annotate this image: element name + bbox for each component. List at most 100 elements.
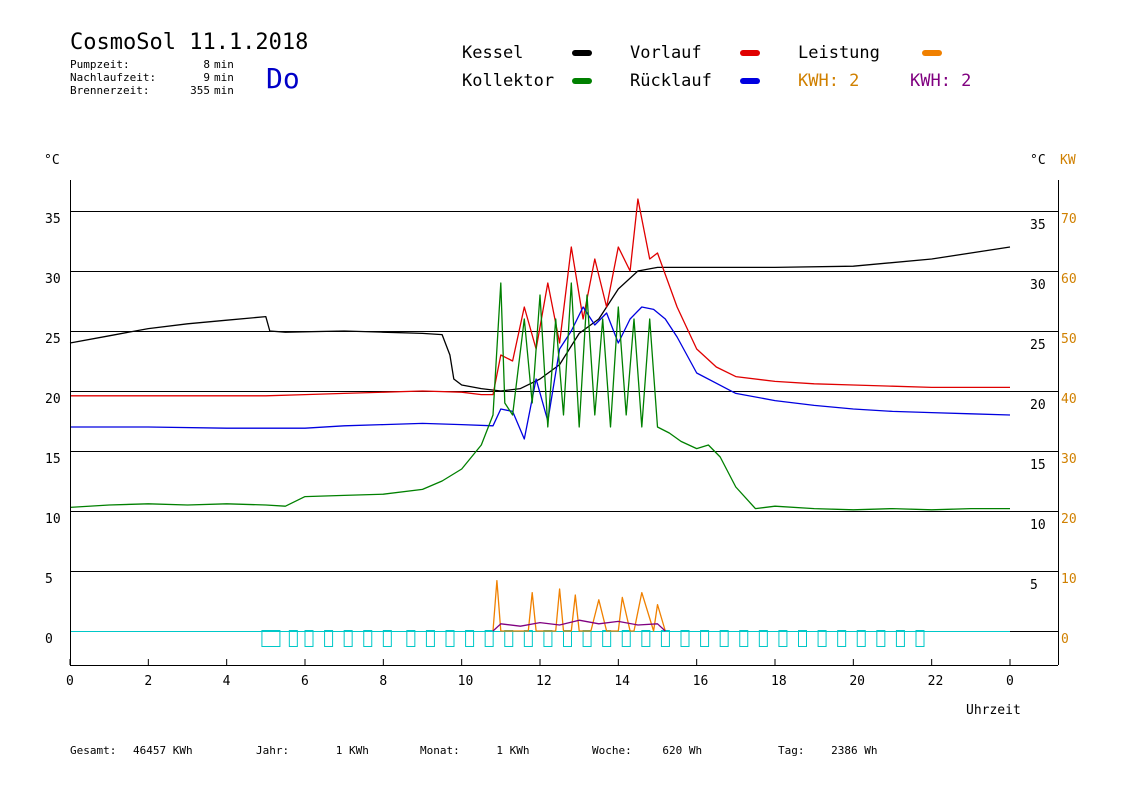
stat-value: 8 bbox=[203, 58, 210, 71]
footer-monat-value: 1 KWh bbox=[496, 744, 530, 757]
pump-block bbox=[817, 630, 827, 647]
series-kessel bbox=[69, 246, 1011, 392]
pump-block bbox=[856, 630, 866, 647]
pump-block bbox=[425, 630, 435, 647]
pump-block bbox=[719, 630, 729, 647]
pump-block bbox=[382, 630, 392, 647]
legend-kollektor-label: Kollektor bbox=[462, 71, 555, 91]
axis-layer: °C °C KW3530252015105035302520151057060504… bbox=[44, 153, 1077, 718]
series-layer bbox=[69, 198, 1011, 647]
footer-monat: Monat: 1 KWh bbox=[420, 744, 530, 757]
legend-leistung-label: Leistung bbox=[798, 43, 880, 63]
x-tick-label: 12 bbox=[536, 674, 552, 689]
y-left-tick: 5 bbox=[45, 572, 53, 587]
footer-gesamt: Gesamt: 46457 KWh bbox=[70, 744, 193, 757]
pump-block bbox=[778, 630, 788, 647]
legend-vorlauf-label: Vorlauf bbox=[630, 43, 702, 63]
left-unit-label: °C bbox=[44, 153, 60, 168]
pump-block bbox=[798, 630, 807, 647]
footer-tag: Tag: 2386 Wh bbox=[778, 744, 877, 757]
footer-tag-value: 2386 Wh bbox=[831, 744, 878, 757]
pump-block bbox=[523, 630, 533, 647]
legend-vorlauf-swatch bbox=[740, 50, 760, 56]
x-tick-label: 6 bbox=[301, 674, 309, 689]
pump-block bbox=[641, 630, 651, 647]
stat-row-brennerzeit: Brennerzeit: 355 min bbox=[70, 84, 234, 97]
x-tick-label: 0 bbox=[66, 674, 74, 689]
stat-label: Nachlaufzeit: bbox=[70, 71, 157, 84]
pump-block bbox=[504, 630, 514, 647]
stat-unit: min bbox=[214, 71, 234, 84]
y-right-tick: 10 bbox=[1030, 518, 1046, 533]
pump-block bbox=[915, 630, 925, 647]
y-right-tick: 25 bbox=[1030, 338, 1046, 353]
y-right-tick: 15 bbox=[1030, 458, 1046, 473]
y-kw-tick: 30 bbox=[1061, 452, 1077, 467]
footer-gesamt-label: Gesamt: bbox=[70, 744, 117, 757]
pump-block bbox=[660, 630, 670, 647]
pump-block bbox=[680, 630, 690, 647]
y-right-tick: 20 bbox=[1030, 398, 1046, 413]
y-left-tick: 0 bbox=[45, 632, 53, 647]
stat-unit: min bbox=[214, 84, 234, 97]
x-tick-label: 4 bbox=[223, 674, 231, 689]
y-left-tick: 30 bbox=[45, 272, 61, 287]
pump-block bbox=[445, 630, 455, 647]
stat-row-nachlaufzeit: Nachlaufzeit: 9 min bbox=[70, 71, 234, 84]
footer-jahr-label: Jahr: bbox=[256, 744, 290, 757]
footer-woche: Woche: 620 Wh bbox=[592, 744, 702, 757]
y-kw-tick: 0 bbox=[1061, 632, 1069, 647]
y-left-tick: 25 bbox=[45, 332, 61, 347]
pump-block bbox=[406, 630, 416, 647]
pump-block bbox=[543, 630, 553, 647]
footer-monat-label: Monat: bbox=[420, 744, 460, 757]
x-tick-label: 22 bbox=[928, 674, 944, 689]
legend-ruecklauf-label: Rücklauf bbox=[630, 71, 712, 91]
pump-block bbox=[895, 630, 905, 647]
pump-block bbox=[363, 630, 373, 647]
stat-row-pumpzeit: Pumpzeit: 8 min bbox=[70, 58, 234, 71]
pump-block bbox=[876, 630, 886, 647]
y-left-tick: 35 bbox=[45, 212, 61, 227]
y-kw-tick: 40 bbox=[1061, 392, 1077, 407]
pump-block bbox=[621, 630, 631, 647]
pump-block bbox=[304, 630, 314, 647]
pump-block bbox=[343, 630, 353, 647]
legend-kessel-label: Kessel bbox=[462, 43, 524, 63]
x-tick-label: 10 bbox=[458, 674, 474, 689]
pump-block bbox=[324, 630, 334, 647]
footer-gesamt-value: 46457 KWh bbox=[132, 744, 193, 757]
footer-jahr: Jahr: 1 KWh bbox=[256, 744, 369, 757]
pump-block bbox=[837, 630, 847, 647]
footer-woche-label: Woche: bbox=[592, 744, 632, 757]
x-tick-label: 14 bbox=[614, 674, 630, 689]
x-tick-label: 18 bbox=[771, 674, 787, 689]
legend-kollektor-swatch bbox=[572, 78, 592, 84]
y-right-tick: 5 bbox=[1030, 578, 1038, 593]
y-right-tick: 35 bbox=[1030, 218, 1046, 233]
x-axis-label: Uhrzeit bbox=[966, 703, 1021, 718]
legend-ruecklauf-swatch bbox=[740, 78, 760, 84]
y-kw-tick: 20 bbox=[1061, 512, 1077, 527]
chart-title: CosmoSol 11.1.2018 bbox=[70, 30, 309, 55]
pump-block bbox=[288, 630, 298, 647]
footer-tag-label: Tag: bbox=[778, 744, 805, 757]
x-tick-label: 16 bbox=[693, 674, 709, 689]
pump-block bbox=[602, 630, 612, 647]
y-left-tick: 10 bbox=[45, 512, 61, 527]
pump-block bbox=[700, 630, 710, 647]
stat-label: Pumpzeit: bbox=[70, 58, 130, 71]
y-kw-tick: 60 bbox=[1061, 272, 1077, 287]
legend-kwh1-label: KWH: 2 bbox=[798, 71, 860, 91]
legend-kessel-swatch bbox=[572, 50, 592, 56]
pump-block bbox=[261, 630, 281, 647]
grid-layer bbox=[70, 211, 1058, 632]
y-left-tick: 20 bbox=[45, 392, 61, 407]
pump-block bbox=[582, 630, 592, 647]
weekday-label: Do bbox=[266, 62, 300, 95]
pump-block bbox=[484, 630, 494, 647]
stat-value: 9 bbox=[203, 71, 210, 84]
pump-block bbox=[465, 630, 475, 647]
stats-block: Pumpzeit: 8 min Nachlaufzeit: 9 min Bren… bbox=[70, 58, 234, 97]
y-kw-tick: 10 bbox=[1061, 572, 1077, 587]
